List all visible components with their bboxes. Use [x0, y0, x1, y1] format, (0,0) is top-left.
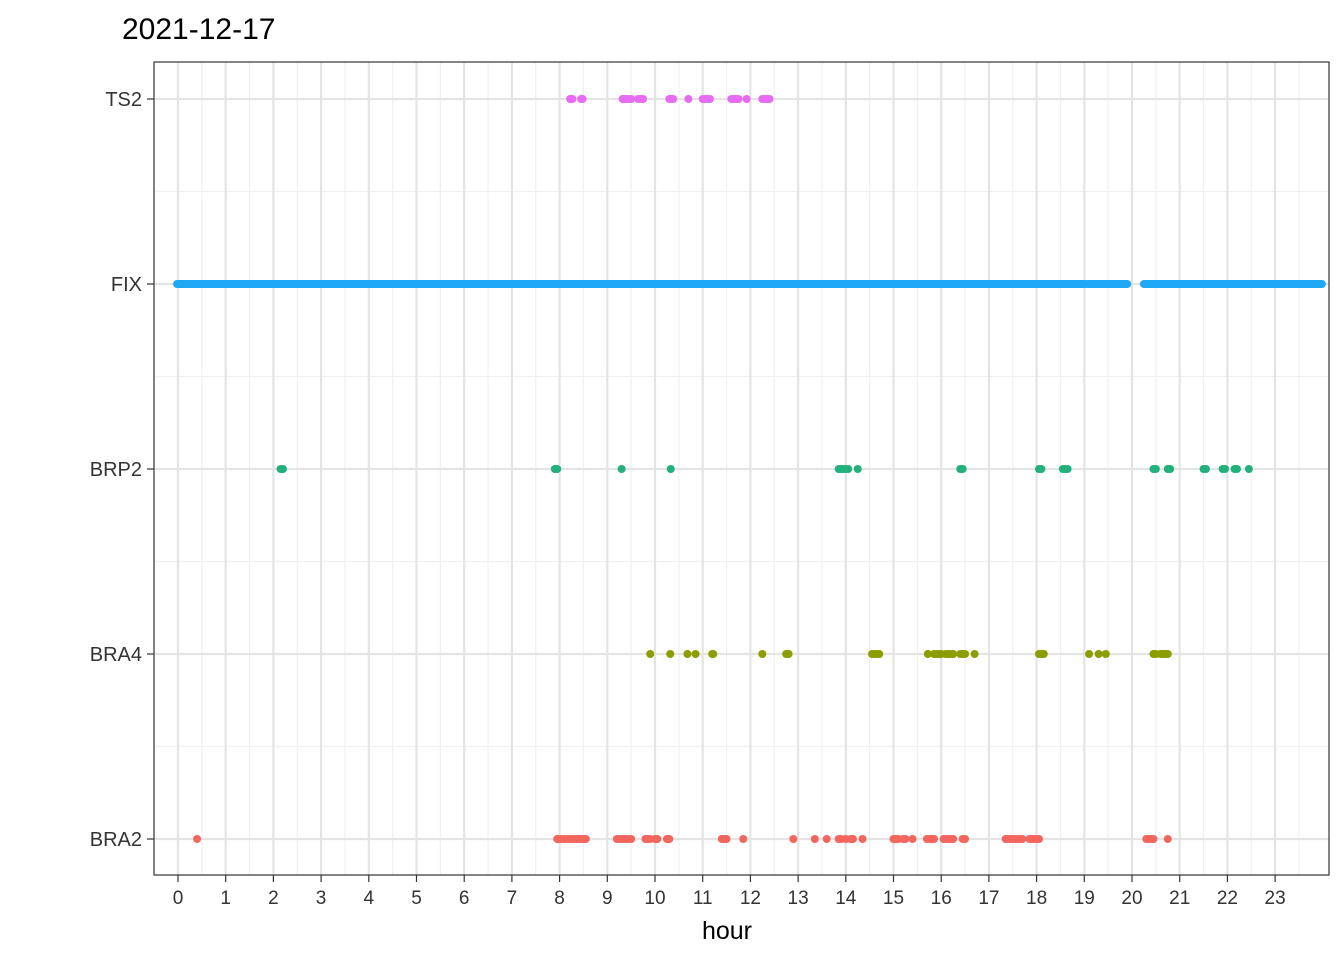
chart-title: 2021-12-17	[122, 13, 275, 46]
data-point-brp2	[1244, 465, 1253, 473]
x-tick-label: 18	[1026, 888, 1047, 909]
data-point-bra2	[822, 835, 831, 843]
data-point-bra2	[581, 835, 590, 843]
data-point-bra2	[665, 835, 674, 843]
data-point-bra2	[961, 835, 970, 843]
data-point-brp2	[666, 465, 675, 473]
y-tick-label: TS2	[105, 89, 142, 111]
x-tick-label: 11	[693, 888, 713, 909]
data-point-bra2	[901, 835, 910, 843]
data-point-bra2	[858, 835, 867, 843]
x-tick-label: 16	[931, 888, 952, 909]
data-point-bra4	[1163, 650, 1172, 658]
data-point-bra2	[722, 835, 731, 843]
data-point-bra4	[691, 650, 700, 658]
data-point-bra4	[949, 650, 958, 658]
data-point-brp2	[1201, 465, 1210, 473]
x-tick-label: 10	[644, 888, 665, 909]
data-point-ts2	[639, 95, 648, 103]
data-point-bra2	[1163, 835, 1172, 843]
data-points	[173, 95, 1326, 843]
data-point-bra2	[193, 835, 202, 843]
data-point-ts2	[765, 95, 774, 103]
data-point-ts2	[684, 95, 693, 103]
data-point-bra2	[949, 835, 958, 843]
data-point-ts2	[669, 95, 678, 103]
x-tick-label: 12	[740, 888, 761, 909]
x-tick-label: 17	[978, 888, 999, 909]
data-point-ts2	[568, 95, 577, 103]
data-point-bra4	[961, 650, 970, 658]
x-tick-label: 5	[411, 888, 422, 909]
y-tick-label: FIX	[111, 274, 142, 296]
data-point-bra2	[810, 835, 819, 843]
data-point-brp2	[617, 465, 626, 473]
data-point-bra4	[784, 650, 793, 658]
data-point-ts2	[742, 95, 751, 103]
data-point-brp2	[1232, 465, 1241, 473]
x-tick-label: 1	[220, 888, 231, 909]
data-point-bra2	[1034, 835, 1043, 843]
data-point-bra4	[970, 650, 979, 658]
data-point-bra4	[1085, 650, 1094, 658]
data-point-bra4	[683, 650, 692, 658]
y-tick-label: BRA4	[90, 644, 142, 666]
axes: 0 1 2 3 4 5 6 7 8 9 10 11 12 13 14 15 16 17 18 19 20 21 22 23BR…	[90, 89, 1286, 909]
data-point-bra2	[848, 835, 857, 843]
x-tick-label: 7	[507, 888, 518, 909]
data-point-bra2	[789, 835, 798, 843]
data-point-ts2	[734, 95, 743, 103]
x-tick-label: 19	[1074, 888, 1095, 909]
x-axis-label: hour	[702, 917, 752, 945]
data-point-brp2	[278, 465, 287, 473]
data-point-bra4	[875, 650, 884, 658]
data-point-bra4	[1094, 650, 1103, 658]
data-point-bra4	[709, 650, 718, 658]
data-point-ts2	[627, 95, 636, 103]
x-tick-label: 4	[364, 888, 375, 909]
data-point-brp2	[1221, 465, 1230, 473]
data-point-brp2	[1166, 465, 1175, 473]
data-point-brp2	[844, 465, 853, 473]
data-point-brp2	[1063, 465, 1072, 473]
x-tick-label: 3	[316, 888, 327, 909]
x-tick-label: 13	[788, 888, 809, 909]
x-tick-label: 6	[459, 888, 470, 909]
data-point-bra2	[1018, 835, 1027, 843]
x-tick-label: 0	[173, 888, 184, 909]
data-point-bra4	[758, 650, 767, 658]
y-tick-label: BRA2	[90, 829, 142, 851]
data-point-bra2	[739, 835, 748, 843]
x-tick-label: 23	[1265, 888, 1286, 909]
data-point-brp2	[958, 465, 967, 473]
x-tick-label: 21	[1169, 888, 1190, 909]
data-point-brp2	[553, 465, 562, 473]
x-tick-label: 9	[602, 888, 613, 909]
data-point-bra4	[1101, 650, 1110, 658]
data-point-bra4	[666, 650, 675, 658]
data-point-bra2	[908, 835, 917, 843]
x-tick-label: 15	[883, 888, 904, 909]
data-point-bra2	[930, 835, 939, 843]
data-point-bra4	[923, 650, 932, 658]
data-point-brp2	[853, 465, 862, 473]
data-point-brp2	[1037, 465, 1046, 473]
data-point-bra4	[646, 650, 655, 658]
x-tick-label: 14	[835, 888, 857, 909]
data-point-bra2	[653, 835, 662, 843]
data-point-brp2	[1151, 465, 1160, 473]
data-point-bra2	[1149, 835, 1158, 843]
data-point-ts2	[578, 95, 587, 103]
y-tick-label: BRP2	[90, 459, 142, 481]
x-tick-label: 20	[1121, 888, 1142, 909]
data-point-bra2	[627, 835, 636, 843]
data-point-ts2	[705, 95, 714, 103]
x-tick-label: 8	[554, 888, 565, 909]
x-tick-label: 2	[268, 888, 279, 909]
data-point-bra4	[1039, 650, 1048, 658]
x-tick-label: 22	[1217, 888, 1238, 909]
